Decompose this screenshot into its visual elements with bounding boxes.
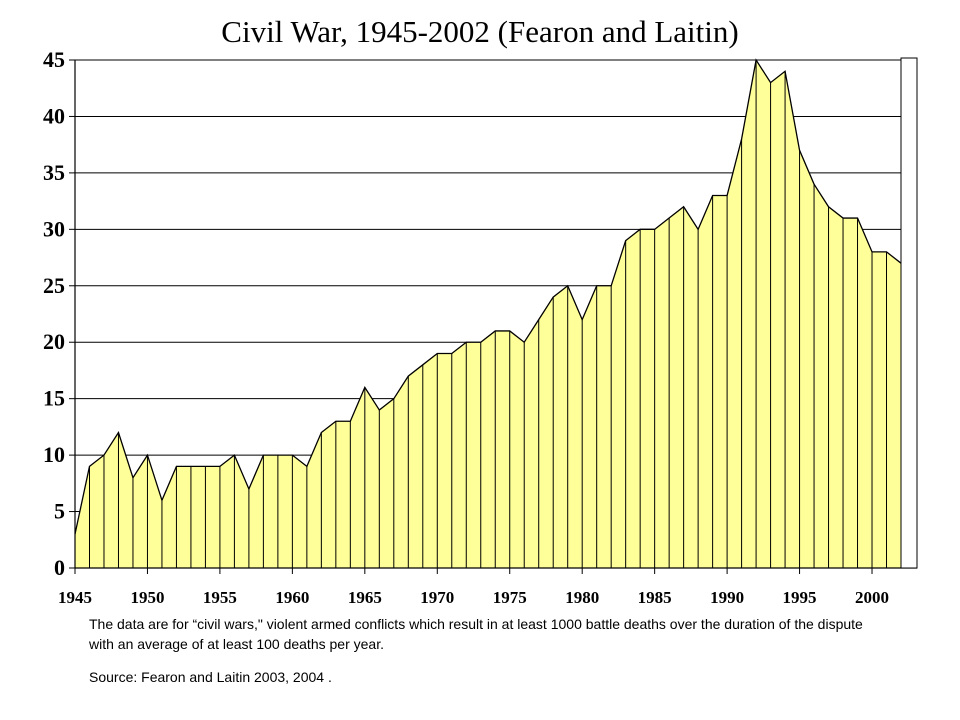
y-tick-label-20: 20 (43, 329, 65, 354)
y-tick-label-40: 40 (43, 103, 65, 128)
x-tick-label-1985: 1985 (638, 588, 672, 607)
x-tick-label-1950: 1950 (130, 588, 164, 607)
y-axis-ticks: 0 5 10 15 20 25 30 35 40 45 (43, 47, 75, 580)
y-tick-label-5: 5 (54, 499, 65, 524)
y-tick-label-45: 45 (43, 47, 65, 72)
x-tick-label-1965: 1965 (348, 588, 382, 607)
x-axis-ticks: 1945 1950 1955 1960 1965 1970 1975 1980 1985 1990… (58, 568, 889, 607)
x-tick-label-1970: 1970 (420, 588, 454, 607)
series-line (74, 58, 902, 535)
chart-source: Source: Fearon and Laitin 2003, 2004 . (89, 669, 332, 685)
area-fill (75, 60, 901, 568)
y-tick-label-30: 30 (43, 216, 65, 241)
x-tick-label-1980: 1980 (565, 588, 599, 607)
chart-title: Civil War, 1945-2002 (Fearon and Laitin) (221, 14, 739, 49)
x-tick-label-1945: 1945 (58, 588, 92, 607)
x-tick-label-2000: 2000 (855, 588, 889, 607)
y-tick-label-0: 0 (54, 555, 65, 580)
x-tick-label-1960: 1960 (275, 588, 309, 607)
chart-description: The data are for “civil wars," violent a… (89, 616, 863, 652)
area-series (74, 58, 902, 568)
y-tick-label-15: 15 (43, 386, 65, 411)
x-tick-label-1955: 1955 (203, 588, 237, 607)
right-border (900, 57, 918, 569)
y-tick-label-10: 10 (43, 442, 65, 467)
plot-frame (74, 57, 918, 569)
x-tick-label-1975: 1975 (493, 588, 527, 607)
y-tick-label-35: 35 (43, 160, 65, 185)
x-tick-label-1990: 1990 (710, 588, 744, 607)
x-tick-label-1995: 1995 (783, 588, 817, 607)
y-tick-label-25: 25 (43, 273, 65, 298)
